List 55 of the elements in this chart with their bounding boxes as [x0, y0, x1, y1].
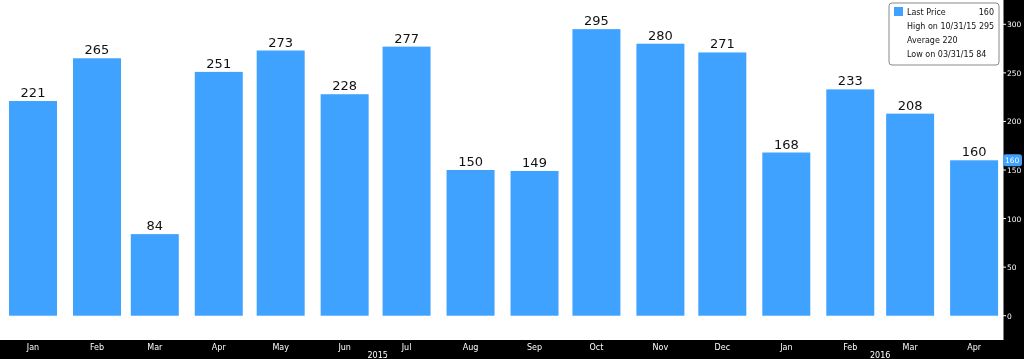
- x-tick-label: Nov: [652, 343, 669, 352]
- data-label: 265: [84, 42, 110, 58]
- data-label: 295: [584, 13, 609, 29]
- x-tick-label: Sep: [526, 343, 543, 352]
- x-tick-label: Dec: [714, 343, 731, 352]
- x-tick-label: Apr: [211, 343, 227, 352]
- data-label: 233: [837, 73, 863, 89]
- annotation: High on 10/31/15 295: [907, 22, 995, 31]
- text: 2016: [870, 351, 891, 359]
- bar: [320, 94, 369, 316]
- data-label: 251: [206, 55, 232, 71]
- bar: [73, 58, 121, 316]
- x-tick-label: Jan: [779, 343, 793, 352]
- bar: [698, 52, 747, 316]
- bar: [826, 89, 875, 316]
- text: 2015: [367, 351, 388, 359]
- x-tick-label: Aug: [462, 343, 479, 352]
- data-label: 168: [773, 136, 799, 152]
- bar: [762, 152, 811, 316]
- annotation: 160: [978, 8, 994, 17]
- bar: [636, 43, 685, 316]
- data-label: 160: [961, 144, 987, 160]
- x-tick-label: Jun: [337, 343, 351, 352]
- x-tick-label: Oct: [589, 343, 604, 352]
- data-label: 271: [709, 36, 735, 52]
- x-tick-label: Jan: [25, 343, 40, 352]
- x-tick-label: Jul: [400, 343, 412, 352]
- data-label: 149: [522, 154, 547, 170]
- data-label: 228: [332, 78, 358, 94]
- bar: [950, 160, 999, 316]
- x-tick-label: Feb: [843, 343, 858, 352]
- data-label: 84: [146, 218, 164, 234]
- bar: [572, 29, 621, 316]
- data-label: 277: [394, 30, 419, 46]
- bar: [256, 50, 305, 316]
- legend-label: Last Price: [907, 8, 946, 17]
- bar: [382, 46, 431, 316]
- bar: [9, 101, 58, 316]
- bar: [510, 170, 559, 316]
- data-label: 150: [458, 154, 483, 169]
- bar: [886, 113, 935, 316]
- data-label: 280: [648, 27, 673, 43]
- annotation: Average 220: [907, 36, 958, 45]
- x-tick-label: Apr: [967, 343, 982, 352]
- data-label: 208: [897, 97, 923, 113]
- x-tick-label: Feb: [89, 343, 105, 352]
- x-tick-label: Mar: [902, 343, 919, 352]
- bar: [194, 71, 243, 316]
- x-tick-label: May: [272, 343, 290, 352]
- data-label: 273: [268, 34, 294, 50]
- bar: [130, 234, 179, 316]
- x-tick-label: Mar: [147, 343, 164, 352]
- annotation: Low on 03/31/15 84: [907, 50, 987, 59]
- data-label: 221: [20, 85, 46, 101]
- bar: [446, 170, 495, 316]
